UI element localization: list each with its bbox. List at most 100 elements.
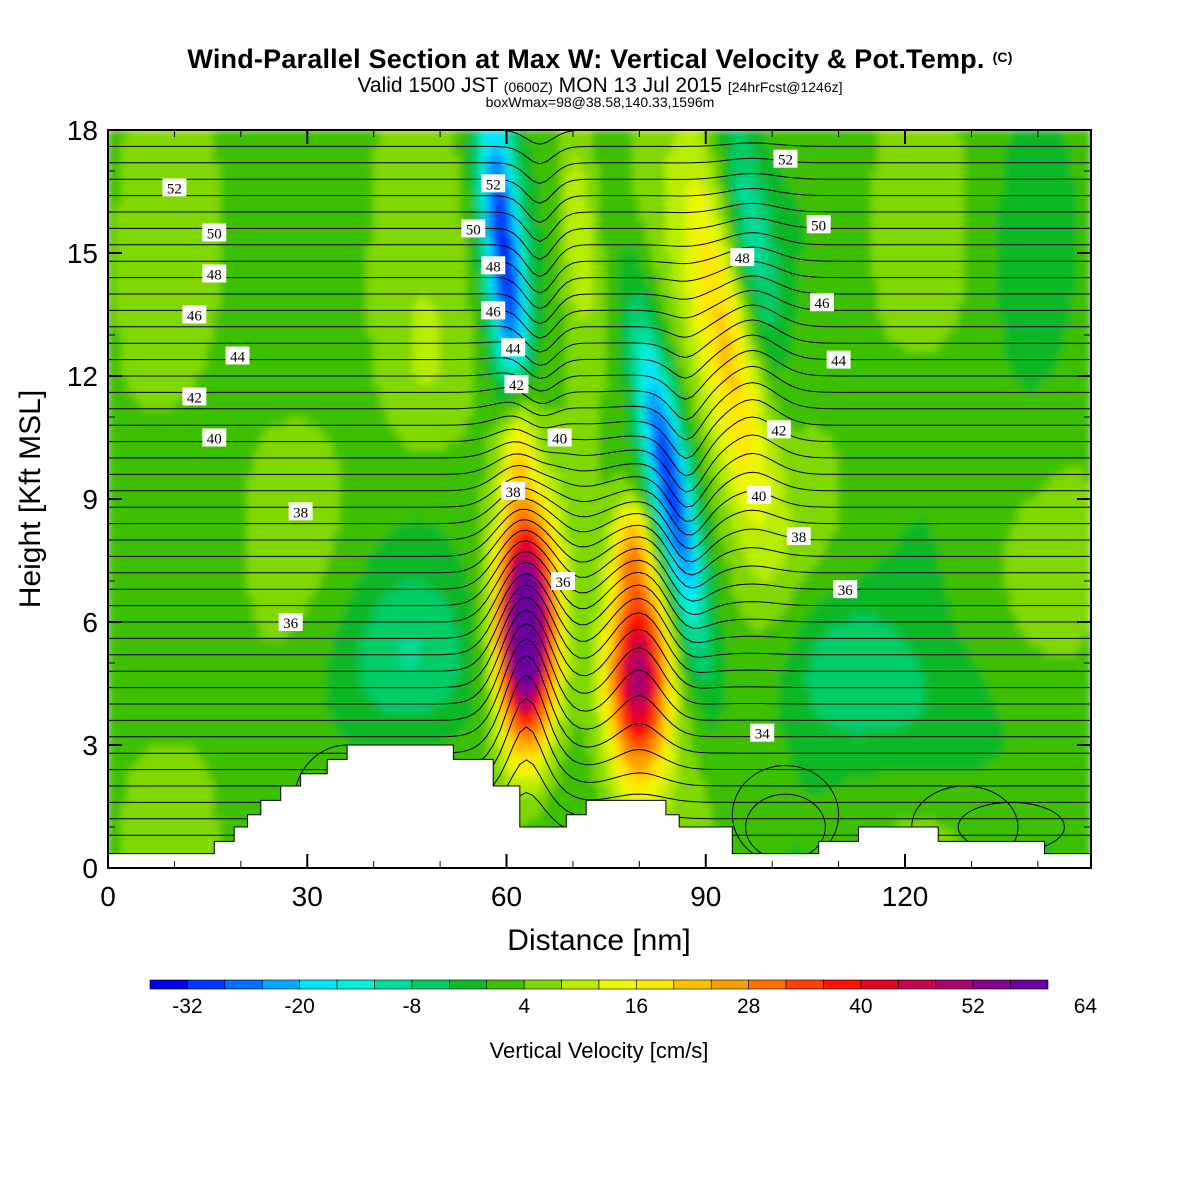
contour-label: 44 [826,350,851,370]
colorbar-tick-label: 40 [849,995,872,1018]
contour-label-text: 38 [506,485,521,501]
contour-label-text: 48 [486,259,501,275]
x-tick-label: 0 [100,881,116,912]
colorbar-bin [636,979,675,990]
contour-label: 36 [278,613,303,632]
x-tick-label: 60 [491,881,522,912]
x-tick-label: 30 [292,881,323,912]
contour-label: 38 [786,526,811,546]
colorbar-bin [149,979,188,990]
contour-label: 42 [766,420,791,439]
colorbar-tick-label: 64 [1074,995,1098,1018]
chart-title-text: Wind-Parallel Section at Max W: Vertical… [187,44,985,74]
contour-label: 42 [504,375,529,394]
colorbar-bin [187,979,226,990]
colorbar-bin [748,979,787,990]
colorbar-tick-label: 28 [737,995,760,1018]
contour-label: 34 [750,723,775,743]
contour-label: 40 [202,428,227,448]
contour-label-text: 36 [838,583,854,599]
colorbar-bin [411,979,450,990]
contour-label-text: 42 [509,378,524,394]
colorbar-tick-label: -20 [284,995,314,1018]
contour-label-text: 40 [207,432,222,448]
colorbar-bin [523,979,562,990]
contour-label: 52 [481,174,506,193]
contour-label: 36 [833,580,858,599]
colorbar-bin [486,979,525,990]
contour-label-text: 38 [293,505,308,521]
colorbar-tick-label: -8 [403,995,422,1018]
contour-label-text: 46 [187,309,203,325]
colorbar-bin [449,979,488,990]
colorbar-tick-label: -32 [172,995,202,1018]
contour-label: 44 [225,346,250,366]
velocity-field [108,130,1091,868]
box-max-line: boxWmax=98@38.58,140.33,1596m [485,94,715,110]
contour-label: 46 [481,301,506,320]
y-tick-label: 3 [82,730,98,761]
y-tick-label: 12 [67,361,98,392]
contour-label-text: 50 [466,222,481,238]
contour-label: 36 [550,572,575,591]
colorbar-bin [1010,979,1049,990]
colorbar-bin [710,979,749,990]
theta-contours [108,130,1091,868]
chart-title: Wind-Parallel Section at Max W: Vertical… [0,44,1200,75]
contour-label-text: 44 [506,341,522,357]
contour-label-text: 52 [486,177,501,193]
colorbar-bin [261,979,300,990]
colorbar-bin [673,979,712,990]
contour-label-text: 40 [552,432,567,448]
contour-labels: 52 50 48 46 44 42 40 38 36 52 50 48 46 44 42 40 38 36 52 50… [162,149,858,743]
colorbar-tick-label: 4 [518,995,530,1018]
contour-label: 38 [288,502,313,521]
contour-label: 46 [182,305,207,325]
y-tick-label: 15 [67,238,98,269]
y-tick-label: 18 [67,115,98,146]
colorbar-bin [935,979,974,990]
colorbar-bin [860,979,899,990]
contour-label: 50 [806,215,831,234]
colorbar: -32 -20 -8 4 16 28 40 52 64 [149,979,1098,1018]
x-axis-label: Distance [nm] [507,924,690,957]
colorbar-label: Vertical Velocity [cm/s] [490,1038,709,1063]
valid-date: MON 13 Jul 2015 [558,74,723,97]
contour-label-text: 36 [283,616,299,632]
contour-label: 46 [810,293,835,312]
contour-label-text: 48 [207,268,222,284]
colorbar-bin [598,979,637,990]
contour-label-text: 40 [751,489,766,505]
contour-label-text: 34 [755,727,771,743]
valid-utc: (0600Z) [503,79,553,95]
colorbar-bin [224,979,263,990]
contour-label: 40 [547,428,572,448]
y-tick-label: 0 [82,853,98,884]
colorbar-bin [561,979,600,990]
contour-label-text: 44 [230,350,246,366]
colorbar-bin [785,979,824,990]
contour-label-text: 52 [778,153,793,169]
contour-label-text: 38 [791,530,806,546]
contour-label: 50 [461,219,486,238]
colorbar-bin [898,979,937,990]
colorbar-bin [823,979,862,990]
x-tick-label: 120 [882,881,929,912]
colorbar-bin [336,979,375,990]
valid-time-line: Valid 1500 JST (0600Z) MON 13 Jul 2015 [… [0,74,1200,98]
contour-label: 38 [501,481,526,501]
contour-label-text: 46 [815,296,831,312]
contour-label-text: 50 [811,218,826,234]
forecast-info: [24hrFcst@1246z] [727,79,843,95]
copyright-mark: (C) [992,49,1013,65]
y-tick-label: 9 [82,484,98,515]
x-tick-label: 90 [690,881,721,912]
contour-label-text: 44 [831,354,847,370]
contour-label-text: 36 [555,575,571,591]
contour-label: 40 [746,485,771,505]
y-tick-label: 6 [82,607,98,638]
valid-prefix: Valid 1500 JST [357,74,498,97]
contour-label-text: 50 [207,227,222,243]
colorbar-bin [972,979,1011,990]
